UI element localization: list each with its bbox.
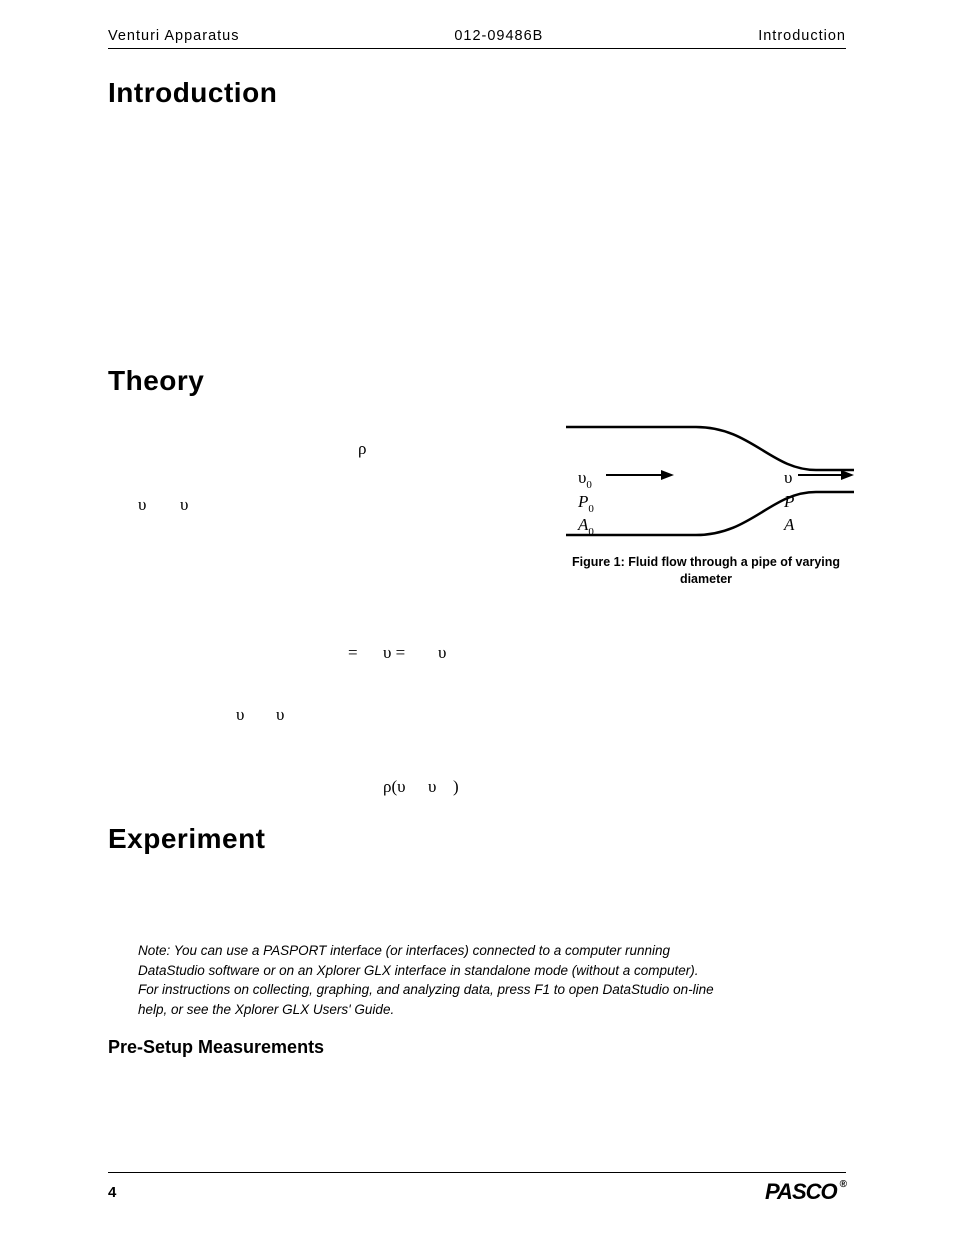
experiment-intro-area (108, 873, 846, 923)
heading-theory: Theory (108, 365, 846, 397)
fig-label-v: υ (784, 468, 792, 487)
fig-label-p0: P0 (577, 492, 594, 515)
intro-body-area (108, 127, 846, 337)
heading-pre-setup: Pre-Setup Measurements (108, 1037, 846, 1058)
footer-rule (108, 1172, 846, 1173)
eq-bernoulli-close: ) (453, 777, 459, 797)
eq-bernoulli-open: ρ(υ (383, 777, 406, 797)
figure-1: υ0 P0 A0 υ P A Figure 1: Fluid flow thro… (556, 415, 856, 588)
symbol-upsilon-1: υ (138, 495, 146, 515)
symbol-upsilon-3: υ (236, 705, 244, 725)
page-content: Venturi Apparatus 012-09486B Introductio… (108, 28, 846, 1195)
page-number: 4 (108, 1184, 116, 1201)
eq-continuity-mid: υ = (383, 643, 405, 663)
fig-label-v0: υ0 (578, 468, 592, 491)
heading-experiment: Experiment (108, 823, 846, 855)
eq-continuity-right: υ (438, 643, 446, 663)
page-footer: 4 PASCO® (108, 1172, 846, 1205)
pasco-logo: PASCO® (765, 1179, 846, 1205)
header-left: Venturi Apparatus (108, 28, 239, 44)
heading-introduction: Introduction (108, 77, 846, 109)
symbol-upsilon-4: υ (276, 705, 284, 725)
figure-1-caption: Figure 1: Fluid flow through a pipe of v… (556, 554, 856, 588)
note-block: Note: You can use a PASPORT interface (o… (138, 941, 718, 1019)
theory-body-area: ρ υ υ = υ = υ υ υ ρ(υ υ ) υ0 (108, 415, 846, 795)
eq-bernoulli-mid: υ (428, 777, 436, 797)
fig-label-a: A (783, 515, 795, 534)
header-right: Introduction (758, 28, 846, 44)
fig-label-p: P (783, 492, 794, 511)
symbol-upsilon-2: υ (180, 495, 188, 515)
header-center: 012-09486B (454, 28, 543, 44)
registered-mark: ® (840, 1179, 846, 1190)
running-header: Venturi Apparatus 012-09486B Introductio… (108, 28, 846, 49)
symbol-rho: ρ (358, 439, 366, 459)
eq-continuity-left: = (348, 643, 358, 663)
venturi-pipe-diagram: υ0 P0 A0 υ P A (556, 415, 856, 545)
